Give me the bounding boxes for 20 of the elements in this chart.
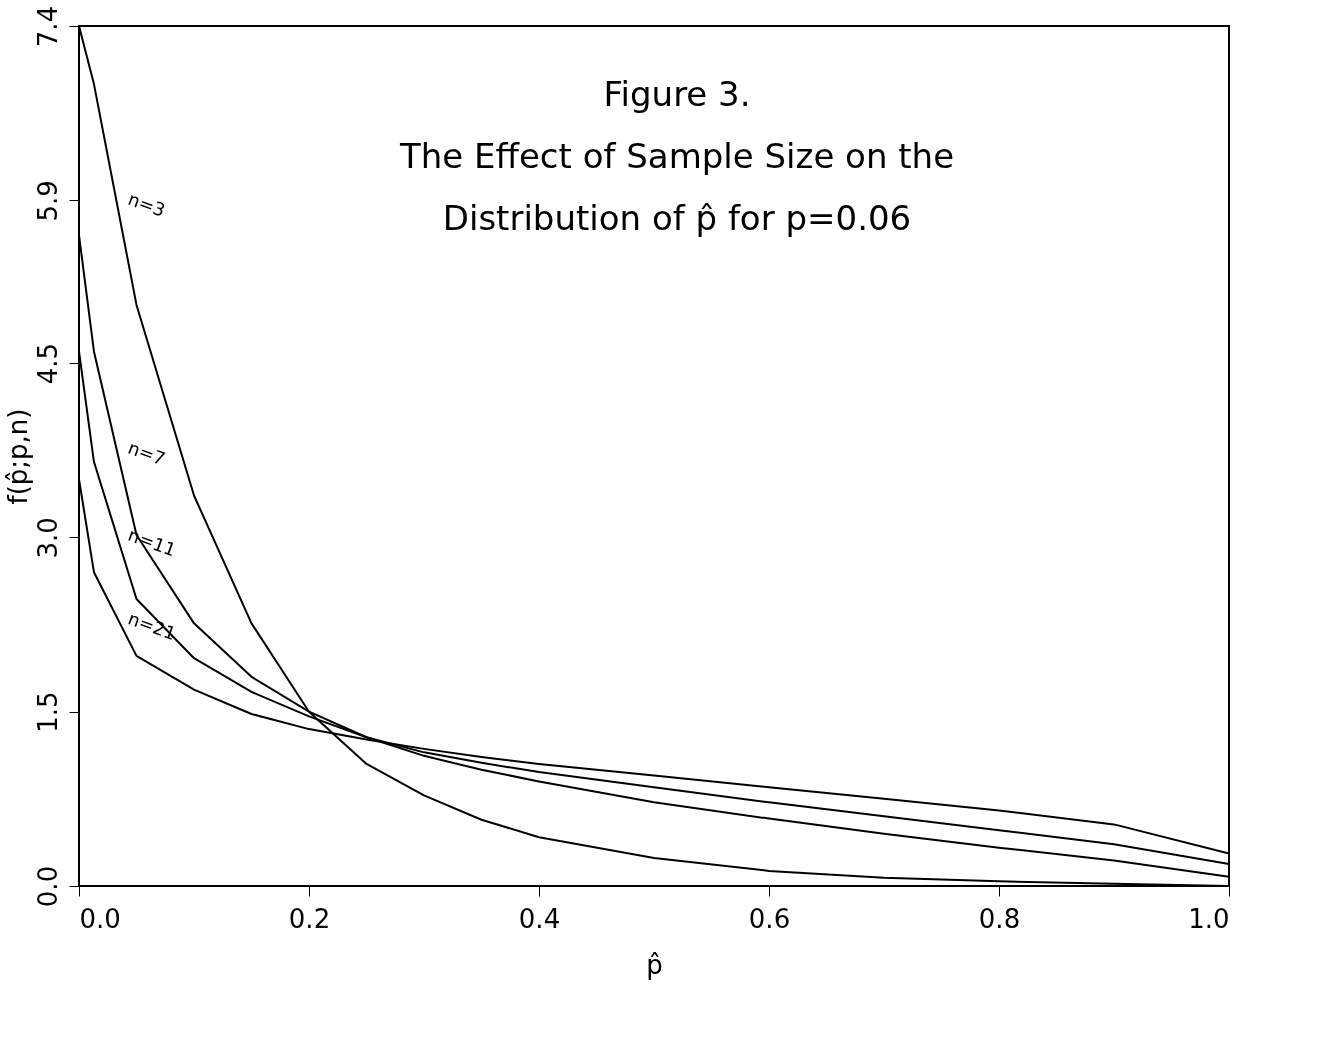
text: n=21 xyxy=(125,607,179,645)
x-tick-label: 0.4 xyxy=(518,903,561,934)
x-tick-label: 1.0 xyxy=(1188,903,1230,934)
x-tick-label: 0.0 xyxy=(79,903,121,934)
y-tick-label: 7.4 xyxy=(32,5,63,48)
x-tick-label: 0.6 xyxy=(748,903,791,934)
text: n=3 xyxy=(125,188,169,221)
text: n=7 xyxy=(125,436,169,470)
x-axis-title: p̂ xyxy=(646,949,663,980)
y-tick-label: 0.0 xyxy=(32,865,63,908)
x-tick-label: 0.2 xyxy=(288,903,331,934)
x-tick-label: 0.8 xyxy=(978,903,1021,934)
y-tick-label: 3.0 xyxy=(32,517,63,559)
text: The Effect of Sample Size on the Distribution of p̂ for p=0.06 xyxy=(398,136,955,238)
y-axis-title: f(p̂;p,n) xyxy=(2,408,33,505)
y-tick-label: 4.5 xyxy=(32,342,63,385)
text: n=11 xyxy=(125,523,179,561)
text: Figure 3. xyxy=(603,74,751,114)
y-tick-label: 5.9 xyxy=(32,180,63,222)
y-tick-label: 1.5 xyxy=(32,691,63,733)
